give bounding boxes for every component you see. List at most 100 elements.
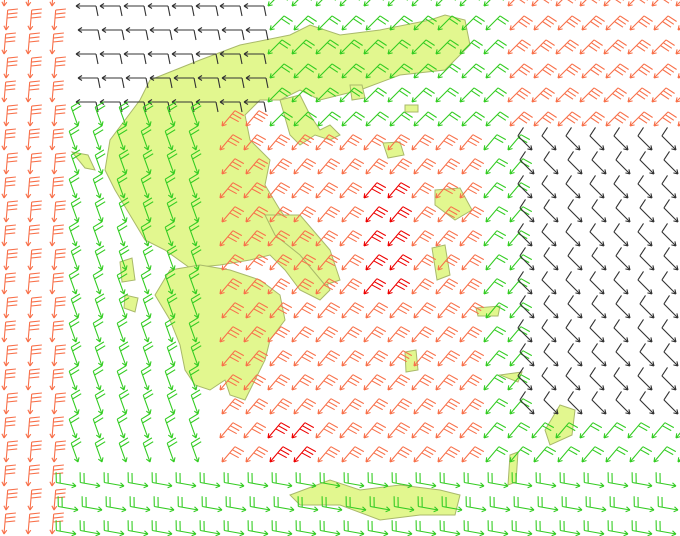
- wind-barb-icon: [363, 87, 387, 103]
- wind-barb-icon: [25, 464, 40, 487]
- wind-barb-icon: [615, 247, 631, 271]
- wind-barb-icon: [75, 51, 99, 65]
- wind-barb-icon: [533, 111, 557, 127]
- wind-barb-icon: [459, 374, 483, 391]
- wind-barb-icon: [147, 51, 171, 65]
- land-corfu: [70, 151, 96, 171]
- wind-barb-icon: [92, 269, 104, 295]
- wind-barb-icon: [605, 63, 629, 79]
- wind-barb-icon: [188, 125, 200, 151]
- land-lesbos: [434, 187, 473, 221]
- wind-barb-icon: [603, 0, 624, 7]
- wind-barb-icon: [661, 271, 677, 295]
- wind-barb-icon: [487, 520, 509, 536]
- wind-barb-icon: [637, 271, 653, 295]
- wind-barb-icon: [315, 0, 336, 7]
- wind-barb-icon: [387, 39, 411, 55]
- wind-barb-icon: [343, 520, 365, 536]
- wind-barb-icon: [369, 496, 391, 513]
- wind-barb-icon: [57, 496, 79, 513]
- wind-barb-icon: [589, 367, 605, 391]
- wind-barb-icon: [190, 389, 202, 415]
- wind-barb-icon: [435, 278, 459, 295]
- wind-barb-icon: [116, 221, 128, 247]
- wind-barb-icon: [315, 326, 339, 343]
- wind-barb-icon: [142, 101, 154, 127]
- wind-barb-icon: [411, 182, 435, 199]
- wind-barb-icon: [245, 27, 269, 41]
- wind-barb-icon: [343, 472, 365, 489]
- wind-barb-icon: [77, 75, 101, 89]
- wind-barb-icon: [413, 15, 437, 31]
- wind-barb-icon: [437, 206, 461, 223]
- wind-barb-icon: [363, 0, 384, 7]
- wind-barb-icon: [164, 125, 176, 151]
- wind-barb-icon: [51, 392, 66, 415]
- wind-barb-icon: [663, 151, 679, 175]
- wind-barb-icon: [555, 87, 579, 103]
- wind-barb-icon: [661, 175, 677, 199]
- wind-barb-icon: [483, 422, 507, 439]
- wind-barb-icon: [365, 446, 389, 463]
- wind-barb-icon: [49, 512, 64, 535]
- wind-barb-icon: [245, 158, 269, 175]
- wind-barb-icon: [51, 296, 66, 319]
- wind-barb-icon: [315, 374, 339, 391]
- wind-barb-icon: [269, 206, 293, 223]
- wind-barb-icon: [27, 392, 42, 415]
- wind-barb-icon: [483, 182, 507, 199]
- wind-barb-icon: [459, 182, 483, 199]
- wind-barb-icon: [489, 496, 511, 513]
- wind-barb-icon: [147, 3, 171, 17]
- wind-barb-icon: [188, 173, 200, 199]
- wind-barb-icon: [269, 63, 293, 79]
- wind-barb-icon: [609, 496, 631, 513]
- wind-barb-icon: [190, 101, 202, 127]
- wind-barb-icon: [3, 488, 18, 511]
- wind-barb-icon: [461, 206, 485, 223]
- wind-barb-icon: [519, 391, 535, 415]
- land-samos: [475, 305, 501, 317]
- wind-barb-icon: [567, 391, 583, 415]
- wind-barb-icon: [51, 200, 66, 223]
- wind-barb-icon: [269, 302, 293, 319]
- wind-barb-icon: [507, 422, 531, 439]
- wind-barb-icon: [315, 230, 339, 247]
- wind-barb-icon: [507, 0, 528, 7]
- wind-barb-icon: [485, 446, 509, 463]
- wind-barb-icon: [25, 416, 40, 439]
- wind-barb-icon: [27, 152, 42, 175]
- wind-barb-icon: [317, 63, 341, 79]
- wind-barb-icon: [461, 63, 485, 79]
- wind-barb-icon: [639, 391, 655, 415]
- wind-barb-icon: [81, 496, 103, 513]
- wind-barb-icon: [27, 248, 42, 271]
- wind-barb-icon: [291, 422, 315, 439]
- wind-barb-icon: [661, 223, 677, 247]
- wind-barb-icon: [166, 341, 178, 367]
- wind-barb-icon: [541, 271, 557, 295]
- wind-barb-icon: [195, 51, 219, 65]
- wind-barb-icon: [94, 437, 106, 463]
- wind-barb-icon: [531, 422, 555, 439]
- wind-barb-icon: [245, 446, 269, 463]
- wind-barb-icon: [411, 0, 432, 7]
- wind-barb-icon: [591, 151, 607, 175]
- wind-barb-icon: [509, 15, 533, 31]
- wind-barb-icon: [92, 413, 104, 439]
- wind-barb-icon: [389, 206, 413, 223]
- land-crete: [289, 479, 461, 521]
- wind-barb-icon: [435, 326, 459, 343]
- wind-barb-icon: [365, 63, 389, 79]
- wind-barb-icon: [295, 520, 317, 536]
- wind-barb-icon: [199, 472, 221, 489]
- wind-barb-icon: [291, 87, 315, 103]
- wind-barb-icon: [365, 254, 389, 271]
- wind-barb-icon: [631, 520, 653, 536]
- wind-barb-icon: [101, 75, 125, 89]
- wind-barb-icon: [142, 149, 154, 175]
- wind-barb-icon: [387, 374, 411, 391]
- wind-barb-icon: [485, 398, 509, 415]
- wind-barb-icon: [341, 15, 365, 31]
- wind-barb-icon: [517, 223, 533, 247]
